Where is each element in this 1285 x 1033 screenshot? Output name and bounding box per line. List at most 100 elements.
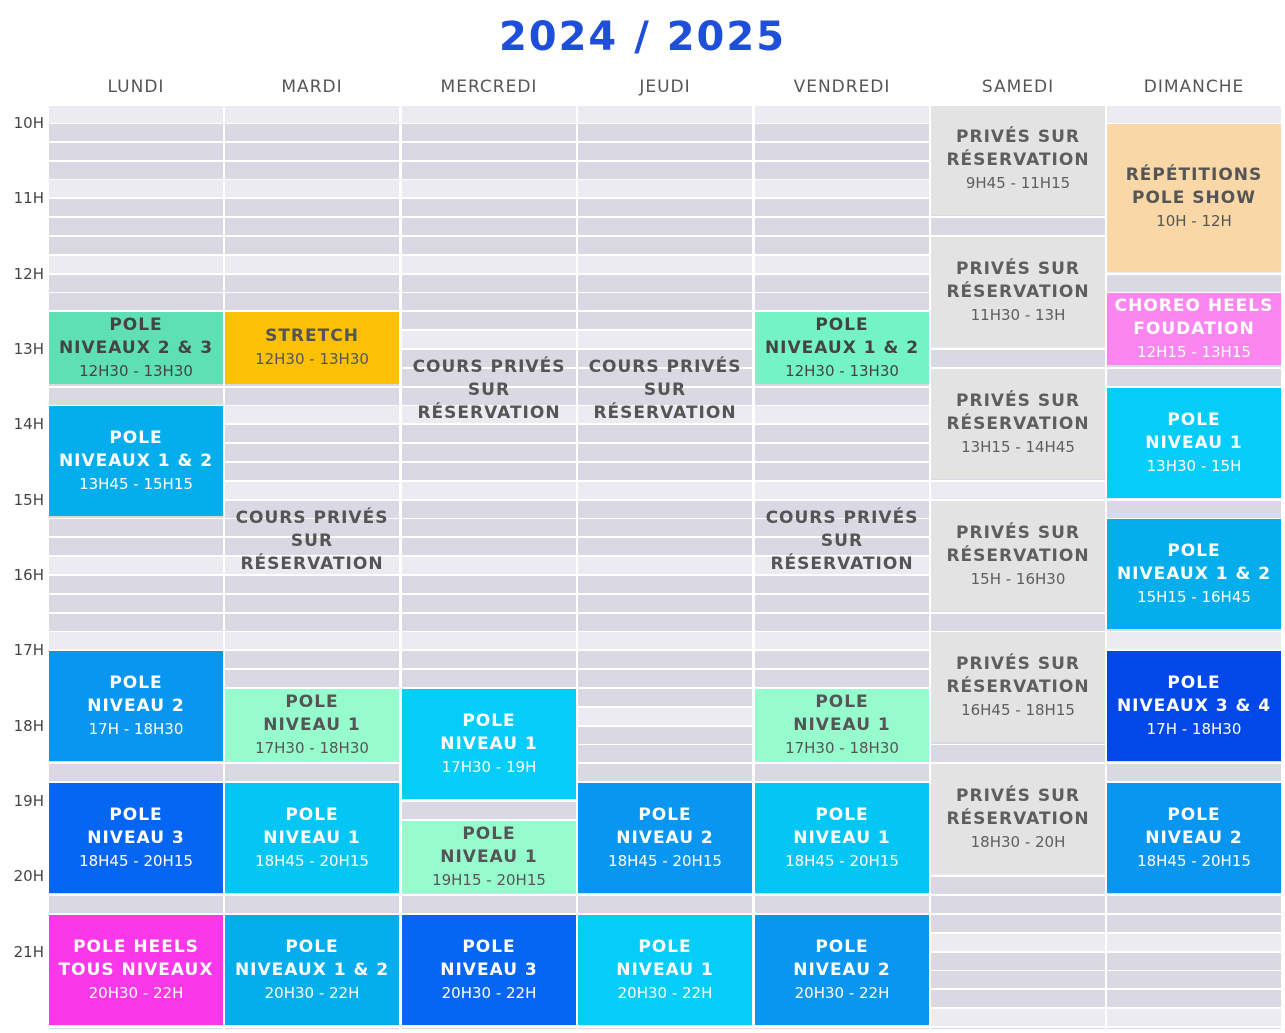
- class-block[interactable]: POLE NIVEAU 2 17H - 18H30: [49, 651, 223, 761]
- grid-slot: [402, 406, 576, 424]
- grid-slot: [578, 388, 752, 406]
- class-time: 13H45 - 15H15: [79, 474, 193, 493]
- class-block[interactable]: PRIVÉS SUR RÉSERVATION 16H45 - 18H15: [931, 632, 1105, 742]
- note-line: SUR: [290, 530, 334, 551]
- class-block[interactable]: POLE NIVEAU 1 20H30 - 22H: [578, 915, 752, 1025]
- class-time: 15H - 16H30: [970, 569, 1066, 588]
- class-block[interactable]: POLE NIVEAU 1 13H30 - 15H: [1107, 388, 1281, 498]
- grid-slot: [402, 143, 576, 161]
- class-block[interactable]: PRIVÉS SUR RÉSERVATION 15H - 16H30: [931, 501, 1105, 611]
- class-block[interactable]: POLE NIVEAUX 1 & 2 20H30 - 22H: [225, 915, 399, 1025]
- class-title-line: POLE HEELS: [73, 936, 199, 957]
- class-title-line: POLE: [462, 710, 516, 731]
- grid-slot: [402, 557, 576, 575]
- grid-slot: [225, 538, 399, 556]
- grid-slot: [49, 388, 223, 406]
- class-title-line: POLE: [109, 672, 163, 693]
- class-title-line: POLE: [285, 691, 339, 712]
- class-block[interactable]: POLE NIVEAU 1 17H30 - 19H: [402, 689, 576, 799]
- grid-slot: [578, 369, 752, 387]
- class-block[interactable]: PRIVÉS SUR RÉSERVATION 11H30 - 13H: [931, 237, 1105, 347]
- grid-slot: [931, 934, 1105, 952]
- grid-slot: [225, 388, 399, 406]
- class-block[interactable]: STRETCH 12H30 - 13H30: [225, 312, 399, 384]
- grid-slot: [49, 275, 223, 293]
- grid-slot: [931, 350, 1105, 368]
- class-title-line: POLE: [109, 804, 163, 825]
- grid-slot: [755, 557, 929, 575]
- grid-slot: [402, 124, 576, 142]
- class-time: 13H15 - 14H45: [961, 437, 1075, 456]
- class-block[interactable]: POLE NIVEAUX 3 & 4 17H - 18H30: [1107, 651, 1281, 761]
- grid-slot: [578, 162, 752, 180]
- class-title-line: POLE: [1167, 540, 1221, 561]
- class-title-line: RÉSERVATION: [946, 545, 1090, 566]
- class-block[interactable]: PRIVÉS SUR RÉSERVATION 18H30 - 20H: [931, 764, 1105, 874]
- grid-slot: [578, 331, 752, 349]
- grid-slot: [755, 256, 929, 274]
- grid-slot: [225, 162, 399, 180]
- hour-label: 12H: [13, 264, 44, 283]
- note-line: SUR: [643, 379, 687, 400]
- class-block[interactable]: CHOREO HEELS FOUDATION 12H15 - 13H15: [1107, 293, 1281, 365]
- class-block[interactable]: POLE NIVEAU 3 18H45 - 20H15: [49, 783, 223, 893]
- class-block[interactable]: POLE NIVEAUX 1 & 2 12H30 - 13H30: [755, 312, 929, 384]
- class-block[interactable]: POLE NIVEAU 2 20H30 - 22H: [755, 915, 929, 1025]
- class-block[interactable]: POLE NIVEAUX 1 & 2 15H15 - 16H45: [1107, 519, 1281, 629]
- grid-slot: [578, 614, 752, 632]
- grid-slot: [1107, 106, 1281, 123]
- class-title-line: POLE: [815, 691, 869, 712]
- class-block[interactable]: RÉPÉTITIONS POLE SHOW 10H - 12H: [1107, 124, 1281, 272]
- class-block[interactable]: PRIVÉS SUR RÉSERVATION 13H15 - 14H45: [931, 369, 1105, 479]
- grid-slot: [225, 124, 399, 142]
- grid-slot: [225, 406, 399, 424]
- day-header-vendredi: VENDREDI: [793, 77, 891, 97]
- class-block[interactable]: POLE NIVEAU 1 17H30 - 18H30: [225, 689, 399, 761]
- class-block[interactable]: POLE NIVEAU 1 19H15 - 20H15: [402, 821, 576, 893]
- class-time: 20H30 - 22H: [441, 983, 537, 1002]
- class-time: 20H30 - 22H: [794, 983, 890, 1002]
- class-block[interactable]: POLE NIVEAU 3 20H30 - 22H: [402, 915, 576, 1025]
- class-title-line: POLE: [638, 804, 692, 825]
- grid-slot: [755, 180, 929, 198]
- note-line: RÉSERVATION: [417, 402, 561, 423]
- page-title: 2024 / 2025: [498, 14, 787, 60]
- class-block[interactable]: PRIVÉS SUR RÉSERVATION 9H45 - 11H15: [931, 106, 1105, 215]
- grid-slot: [578, 237, 752, 255]
- grid-slot: [225, 106, 399, 123]
- class-block[interactable]: POLE NIVEAU 1 18H45 - 20H15: [225, 783, 399, 893]
- grid-slot: [578, 595, 752, 613]
- class-block[interactable]: POLE HEELS TOUS NIVEAUX 20H30 - 22H: [49, 915, 223, 1025]
- grid-slot: [225, 199, 399, 217]
- note-line: COURS PRIVÉS: [235, 507, 389, 528]
- grid-slot: [1107, 501, 1281, 519]
- class-title-line: NIVEAU 3: [440, 959, 538, 980]
- grid-slot: [931, 614, 1105, 632]
- class-time: 17H30 - 18H30: [785, 738, 899, 757]
- class-time: 18H45 - 20H15: [79, 851, 193, 870]
- class-title-line: NIVEAU 3: [87, 827, 185, 848]
- grid-slot: [578, 293, 752, 311]
- class-block[interactable]: POLE NIVEAU 2 18H45 - 20H15: [578, 783, 752, 893]
- grid-slot: [225, 237, 399, 255]
- class-block[interactable]: POLE NIVEAU 2 18H45 - 20H15: [1107, 783, 1281, 893]
- class-title-line: NIVEAU 1: [263, 714, 361, 735]
- class-block[interactable]: POLE NIVEAU 1 17H30 - 18H30: [755, 689, 929, 761]
- grid-slot: [755, 651, 929, 669]
- class-block[interactable]: POLE NIVEAUX 1 & 2 13H45 - 15H15: [49, 406, 223, 516]
- grid-slot: [225, 425, 399, 443]
- grid-slot: [578, 689, 752, 707]
- grid-slot: [402, 369, 576, 387]
- class-block[interactable]: POLE NIVEAU 1 18H45 - 20H15: [755, 783, 929, 893]
- grid-slot: [402, 614, 576, 632]
- grid-slot: [225, 482, 399, 500]
- grid-slot: [49, 764, 223, 782]
- grid-slot: [578, 651, 752, 669]
- grid-slot: [578, 670, 752, 688]
- grid-slot: [1107, 1028, 1281, 1029]
- grid-slot: [49, 180, 223, 198]
- class-title-line: RÉSERVATION: [946, 808, 1090, 829]
- grid-slot: [755, 275, 929, 293]
- class-block[interactable]: POLE NIVEAUX 2 & 3 12H30 - 13H30: [49, 312, 223, 384]
- class-title-line: POLE SHOW: [1132, 187, 1256, 208]
